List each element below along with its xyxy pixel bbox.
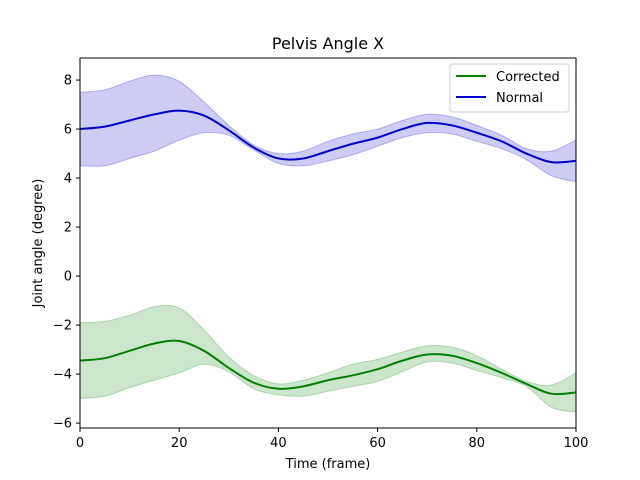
line-normal — [80, 109, 576, 164]
y-tick-label: 0 — [64, 270, 72, 285]
band-normal — [80, 74, 576, 183]
x-tick-label: 80 — [469, 436, 486, 451]
y-tick-label: −4 — [53, 368, 72, 383]
x-tick-label: 0 — [76, 436, 84, 451]
x-axis-ticks: 0 20 40 60 80 100 — [76, 428, 589, 451]
confidence-bands — [80, 74, 576, 413]
y-axis-ticks: −6 −4 −2 0 2 4 6 8 — [53, 74, 80, 432]
band-corrected — [80, 304, 576, 413]
plot-frame — [79, 57, 577, 429]
legend-label-normal: Normal — [496, 91, 543, 106]
x-axis-label: Time (frame) — [285, 457, 371, 472]
x-tick-label: 40 — [270, 436, 287, 451]
x-tick-label: 100 — [564, 436, 589, 451]
y-tick-label: 2 — [64, 221, 72, 236]
y-tick-label: −6 — [53, 417, 72, 432]
y-tick-label: 4 — [64, 172, 72, 187]
chart-title: Pelvis Angle X — [272, 34, 384, 53]
x-tick-label: 60 — [369, 436, 386, 451]
x-tick-label: 20 — [171, 436, 188, 451]
y-tick-label: 8 — [64, 74, 72, 89]
y-tick-label: −2 — [53, 319, 72, 334]
legend: Corrected Normal — [449, 63, 570, 113]
y-axis-label: Joint angle (degree) — [31, 179, 46, 309]
series-lines — [80, 109, 576, 396]
legend-label-corrected: Corrected — [496, 70, 560, 85]
y-tick-label: 6 — [64, 123, 72, 138]
line-corrected — [80, 339, 576, 396]
